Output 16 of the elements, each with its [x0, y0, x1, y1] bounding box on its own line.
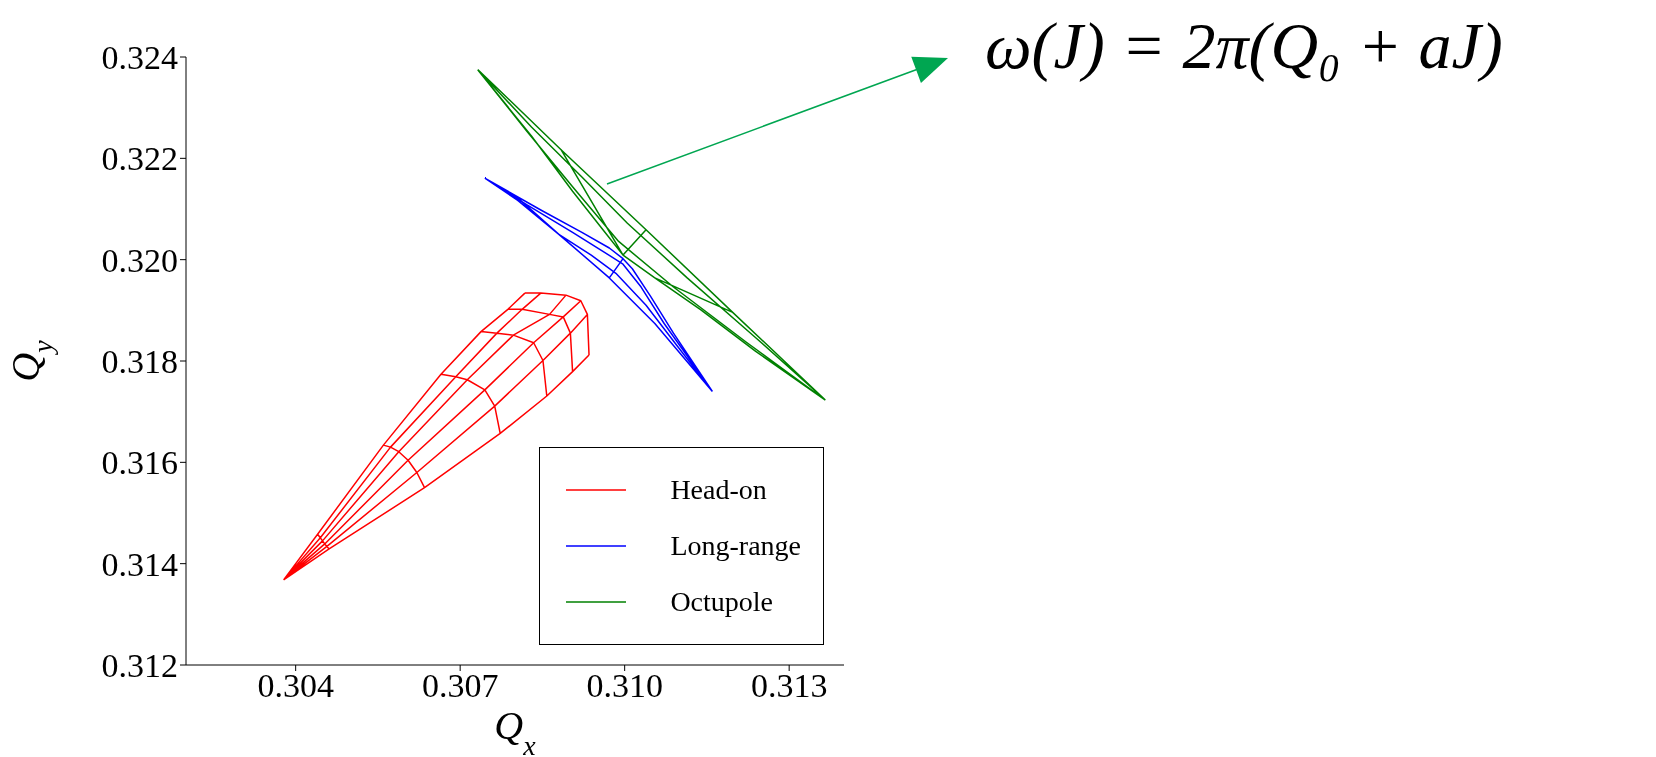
- x-tick-label: 0.310: [586, 667, 663, 705]
- x-tick-label: 0.307: [421, 667, 499, 705]
- y-tick-label: 0.312: [101, 647, 178, 685]
- y-tick-label: 0.318: [101, 343, 178, 381]
- legend-label: Octupole: [670, 586, 774, 618]
- y-tick-label: 0.324: [101, 39, 178, 77]
- legend-label: Long-range: [670, 530, 801, 562]
- text: ω(J) = 2π(Q₀ + aJ): [985, 8, 1503, 84]
- y-tick-label: 0.322: [101, 140, 178, 178]
- y-tick-label: 0.320: [101, 241, 178, 279]
- y-tick-label: 0.316: [101, 444, 178, 482]
- x-axis-title: Q$_{x}$: [494, 703, 537, 757]
- x-tick-label: 0.313: [750, 667, 828, 705]
- x-tick-label: 0.304: [257, 667, 334, 705]
- y-tick-label: 0.314: [101, 545, 178, 583]
- legend-label: Head-on: [670, 474, 767, 506]
